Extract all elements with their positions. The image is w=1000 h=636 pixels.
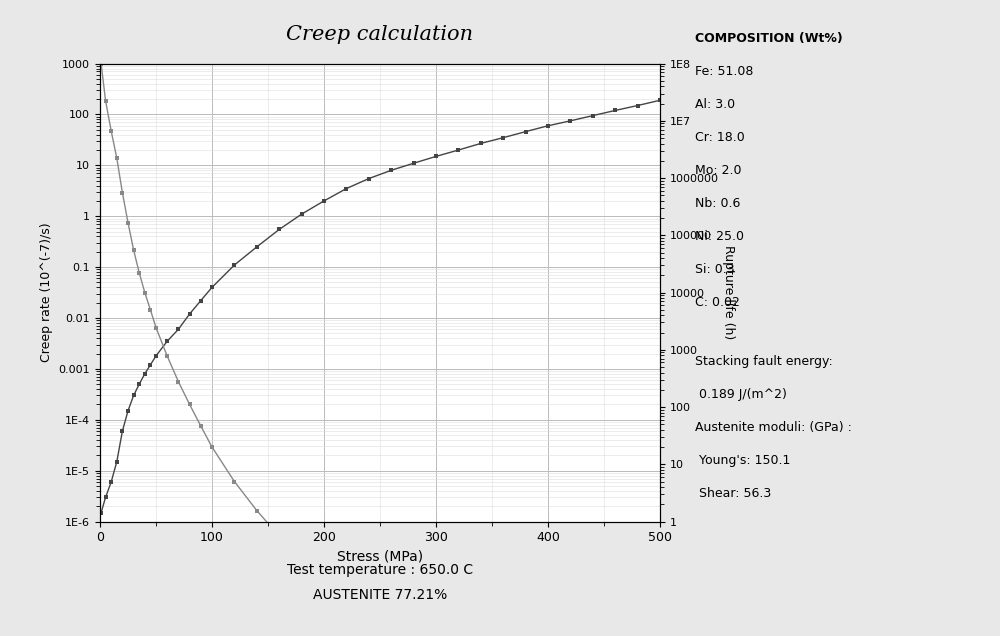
Text: Si: 0.3: Si: 0.3	[695, 263, 735, 276]
Y-axis label: Creep rate (10^(-7)/s): Creep rate (10^(-7)/s)	[40, 223, 53, 363]
X-axis label: Stress (MPa): Stress (MPa)	[337, 550, 423, 563]
Text: Cr: 18.0: Cr: 18.0	[695, 131, 745, 144]
Text: Young's: 150.1: Young's: 150.1	[695, 454, 790, 467]
Text: Mo: 2.0: Mo: 2.0	[695, 164, 742, 177]
Text: Ni: 25.0: Ni: 25.0	[695, 230, 744, 243]
Text: C: 0.02: C: 0.02	[695, 296, 740, 309]
Text: 0.189 J/(m^2): 0.189 J/(m^2)	[695, 388, 787, 401]
Text: Creep calculation: Creep calculation	[286, 25, 474, 45]
Text: Austenite moduli: (GPa) :: Austenite moduli: (GPa) :	[695, 421, 852, 434]
Text: Test temperature : 650.0 C: Test temperature : 650.0 C	[287, 563, 473, 577]
Y-axis label: Rupture life (h): Rupture life (h)	[722, 245, 735, 340]
Text: Stacking fault energy:: Stacking fault energy:	[695, 355, 833, 368]
Text: Shear: 56.3: Shear: 56.3	[695, 487, 771, 500]
Text: Al: 3.0: Al: 3.0	[695, 98, 735, 111]
Text: AUSTENITE 77.21%: AUSTENITE 77.21%	[313, 588, 447, 602]
Text: Nb: 0.6: Nb: 0.6	[695, 197, 740, 210]
Text: Fe: 51.08: Fe: 51.08	[695, 65, 753, 78]
Text: COMPOSITION (Wt%): COMPOSITION (Wt%)	[695, 32, 843, 45]
